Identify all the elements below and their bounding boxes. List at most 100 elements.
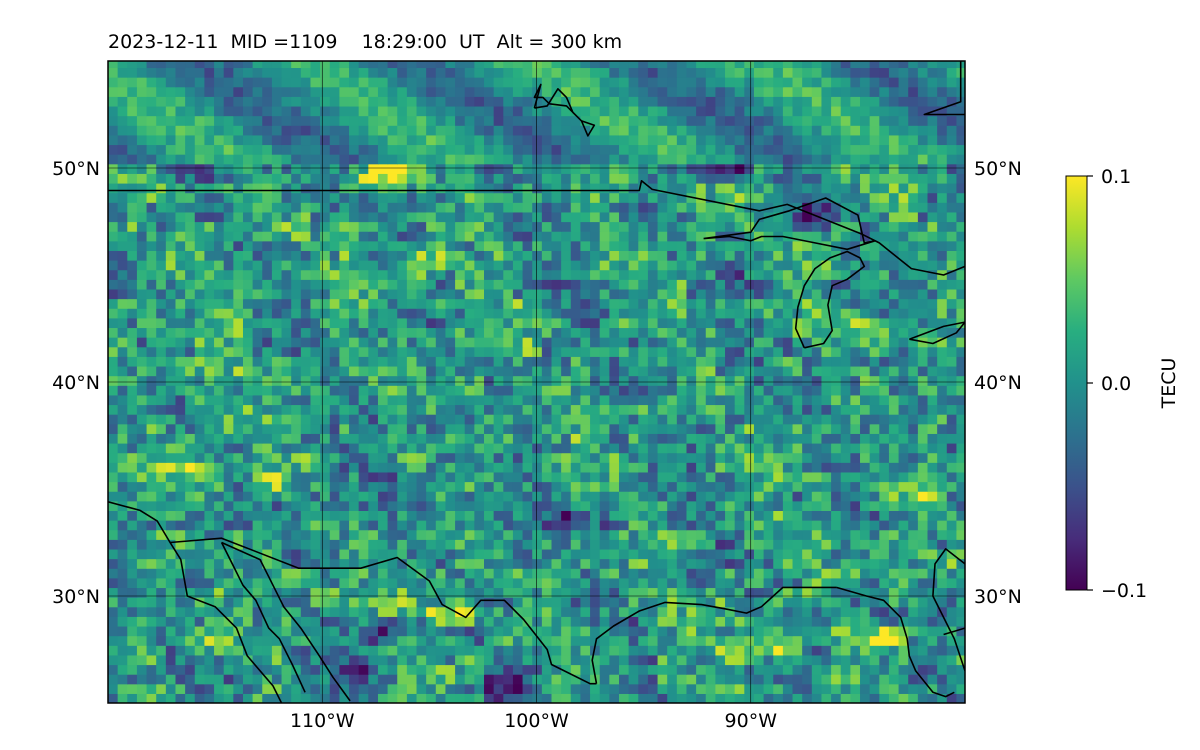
heatmap-cell: [271, 269, 283, 280]
heatmap-cell: [821, 221, 832, 232]
heatmap-cell: [715, 298, 726, 309]
heatmap-cell: [676, 231, 688, 242]
heatmap-cell: [310, 529, 321, 540]
heatmap-cell: [840, 414, 851, 425]
heatmap-cell: [917, 462, 929, 473]
heatmap-cell: [667, 471, 678, 483]
heatmap-cell: [888, 568, 900, 579]
heatmap-cell: [676, 664, 688, 675]
heatmap-cell: [387, 597, 398, 608]
heatmap-cell: [377, 423, 389, 434]
heatmap-cell: [551, 616, 562, 627]
heatmap-cell: [638, 674, 649, 685]
heatmap-cell: [233, 548, 244, 560]
heatmap-cell: [445, 625, 456, 637]
heatmap-cell: [368, 568, 379, 579]
heatmap-cell: [175, 442, 186, 454]
heatmap-cell: [484, 375, 495, 386]
heatmap-cell: [725, 625, 736, 637]
heatmap-cell: [281, 606, 292, 617]
heatmap-cell: [368, 356, 379, 367]
heatmap-cell: [223, 173, 234, 184]
heatmap-cell: [840, 288, 851, 300]
heatmap-cell: [908, 654, 919, 666]
heatmap-cell: [339, 693, 350, 703]
heatmap-cell: [464, 471, 475, 483]
heatmap-cell: [252, 568, 263, 579]
heatmap-cell: [503, 288, 514, 300]
heatmap-cell: [156, 346, 167, 357]
heatmap-cell: [464, 182, 475, 194]
heatmap-cell: [580, 693, 591, 703]
heatmap-cell: [117, 587, 128, 598]
heatmap-cell: [194, 182, 206, 194]
heatmap-cell: [725, 645, 736, 656]
heatmap-cell: [647, 337, 659, 348]
heatmap-cell: [821, 616, 832, 627]
heatmap-cell: [445, 520, 456, 531]
heatmap-cell: [599, 635, 610, 646]
heatmap-cell: [898, 625, 909, 637]
heatmap-cell: [908, 260, 919, 271]
heatmap-cell: [946, 404, 958, 415]
heatmap-cell: [204, 510, 215, 521]
heatmap-cell: [281, 414, 292, 425]
heatmap-cell: [503, 645, 514, 656]
heatmap-cell: [917, 414, 929, 425]
heatmap-cell: [715, 510, 726, 521]
heatmap-cell: [358, 500, 369, 511]
heatmap-cell: [917, 182, 929, 194]
heatmap-cell: [860, 317, 871, 329]
heatmap-cell: [426, 356, 437, 367]
heatmap-cell: [320, 520, 331, 531]
heatmap-cell: [117, 163, 128, 174]
heatmap-cell: [782, 288, 794, 300]
heatmap-cell: [696, 568, 707, 579]
heatmap-cell: [522, 404, 533, 415]
heatmap-cell: [927, 279, 938, 290]
heatmap-cell: [638, 337, 649, 348]
heatmap-cell: [185, 414, 196, 425]
heatmap-cell: [474, 375, 485, 386]
heatmap-cell: [397, 375, 408, 386]
heatmap-cell: [908, 577, 919, 589]
heatmap-cell: [744, 500, 755, 511]
heatmap-cell: [377, 597, 389, 608]
heatmap-cell: [898, 260, 909, 271]
heatmap-cell: [657, 452, 668, 463]
heatmap-cell: [888, 385, 900, 396]
heatmap-cell: [599, 587, 610, 598]
heatmap-cell: [946, 520, 958, 531]
heatmap-cell: [223, 211, 234, 223]
heatmap-cell: [493, 606, 504, 617]
heatmap-cell: [310, 674, 321, 685]
heatmap-cell: [937, 317, 948, 329]
heatmap-cell: [435, 452, 447, 463]
heatmap-cell: [850, 269, 861, 280]
heatmap-cell: [927, 481, 938, 492]
heatmap-cell: [850, 298, 861, 309]
heatmap-cell: [811, 308, 823, 319]
heatmap-cell: [127, 365, 138, 377]
heatmap-cell: [927, 385, 938, 396]
heatmap-cell: [686, 404, 697, 415]
heatmap-cell: [291, 539, 302, 550]
heatmap-cell: [599, 288, 610, 300]
heatmap-cell: [493, 365, 504, 377]
heatmap-cell: [869, 587, 880, 598]
heatmap-cell: [387, 645, 398, 656]
heatmap-cell: [831, 365, 842, 377]
heatmap-cell: [782, 635, 794, 646]
heatmap-cell: [474, 529, 485, 540]
heatmap-cell: [310, 664, 321, 675]
heatmap-cell: [860, 385, 871, 396]
heatmap-cell: [917, 452, 929, 463]
heatmap-cell: [474, 625, 485, 637]
heatmap-cell: [455, 616, 466, 627]
heatmap-cell: [484, 385, 495, 396]
heatmap-cell: [753, 433, 765, 444]
heatmap-cell: [146, 356, 157, 367]
heatmap-cell: [156, 298, 167, 309]
heatmap-cell: [618, 163, 630, 174]
heatmap-cell: [840, 375, 851, 386]
